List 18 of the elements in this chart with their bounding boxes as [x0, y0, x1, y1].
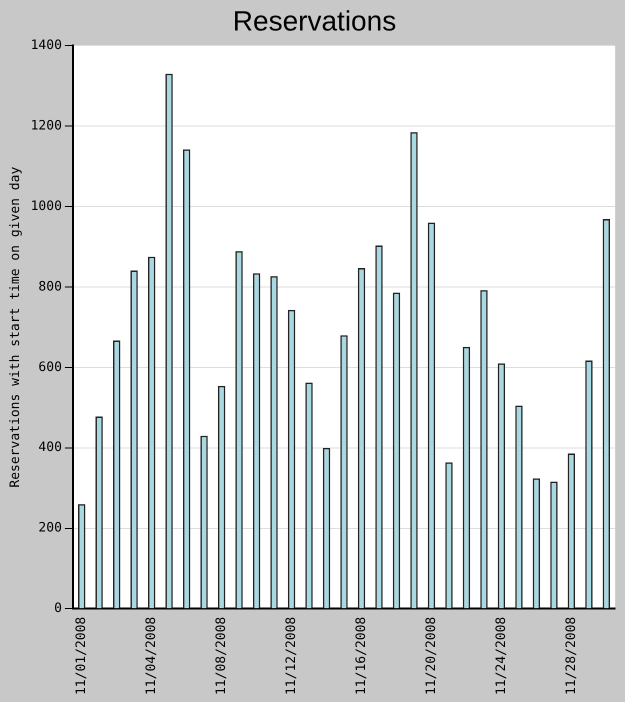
- x-tick-label: 11/12/2008: [284, 616, 299, 696]
- x-tick-label: 11/16/2008: [354, 616, 369, 696]
- y-tick-label: 200: [38, 520, 62, 536]
- x-tick-label: 11/01/2008: [74, 616, 90, 696]
- y-tick-label: 1200: [30, 118, 62, 134]
- y-tick-label: 400: [38, 440, 62, 456]
- x-tick-label: 11/24/2008: [494, 616, 509, 696]
- y-tick-label: 0: [54, 601, 62, 616]
- x-tick-label: 11/08/2008: [214, 616, 229, 696]
- x-tick-label: 11/04/2008: [144, 616, 159, 696]
- y-tick-label: 1000: [30, 198, 62, 214]
- x-tick-label: 11/28/2008: [564, 616, 579, 696]
- y-tick-label: 800: [38, 279, 62, 294]
- y-tick-label: 600: [38, 360, 62, 375]
- chart-title: Reservations: [232, 6, 396, 37]
- x-tick-label: 11/20/2008: [424, 616, 439, 696]
- y-axis-title: Reservations with start time on given day: [8, 166, 24, 488]
- y-tick-label: 1400: [30, 38, 62, 53]
